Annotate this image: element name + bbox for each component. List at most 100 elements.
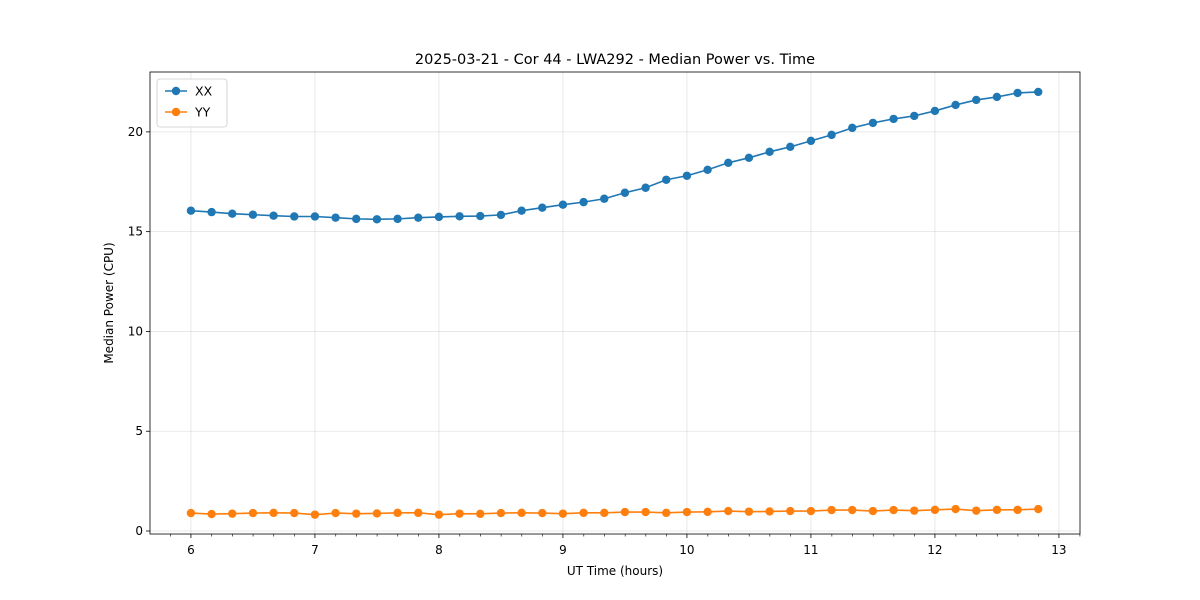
y-tick-label: 15: [128, 225, 143, 239]
data-point-yy: [372, 509, 382, 518]
data-point-xx: [290, 212, 299, 221]
legend-entry-xx: XX: [165, 84, 213, 99]
data-point-xx: [889, 114, 898, 124]
data-point-yy: [600, 508, 609, 518]
data-point-xx: [579, 197, 588, 207]
data-point-xx: [806, 136, 816, 146]
data-point-yy: [827, 505, 836, 515]
legend-marker: [171, 86, 181, 96]
data-point-xx: [352, 214, 361, 224]
data-point-xx: [600, 194, 609, 203]
data-point-xx: [269, 211, 278, 220]
data-point-xx: [992, 92, 1002, 102]
data-point-xx: [641, 183, 650, 192]
plot-area-frame: [149, 71, 1081, 535]
data-point-yy: [910, 506, 919, 515]
data-point-xx: [765, 147, 774, 157]
data-point-xx: [620, 188, 630, 197]
grid-lines: [150, 72, 1080, 534]
data-point-yy: [724, 506, 733, 516]
data-point-xx: [414, 213, 423, 222]
data-point-xx: [517, 206, 526, 215]
data-point-xx: [538, 203, 547, 212]
data-point-yy: [476, 509, 485, 519]
data-point-xx: [786, 142, 795, 152]
data-point-yy: [806, 506, 816, 516]
data-point-xx: [248, 210, 258, 219]
data-point-yy: [930, 505, 940, 515]
y-axis: 0 5 10 15 20: [128, 125, 150, 538]
x-tick-label: 6: [187, 543, 195, 557]
data-point-yy: [558, 509, 568, 518]
data-point-yy: [868, 506, 878, 516]
data-point-yy: [765, 507, 774, 516]
data-point-xx: [930, 106, 940, 116]
legend-label: YY: [194, 105, 211, 120]
data-point-yy: [579, 508, 588, 518]
data-point-yy: [269, 508, 278, 518]
x-tick-label: 13: [1051, 543, 1066, 557]
data-point-xx: [207, 207, 216, 217]
data-point-xx: [558, 200, 568, 209]
data-point-yy: [703, 507, 712, 517]
data-point-xx: [1034, 87, 1043, 97]
data-point-yy: [352, 509, 361, 518]
series-layer: [186, 87, 1043, 519]
data-point-yy: [972, 506, 981, 515]
data-point-xx: [662, 175, 671, 184]
data-point-xx: [1013, 88, 1022, 98]
legend-marker: [171, 107, 181, 117]
data-point-yy: [248, 508, 258, 518]
data-point-yy: [517, 508, 526, 518]
x-tick-label: 9: [559, 543, 567, 557]
data-point-xx: [848, 123, 857, 133]
data-point-xx: [910, 111, 919, 121]
x-axis-label: UT Time (hours): [567, 564, 663, 578]
data-point-yy: [434, 510, 444, 519]
data-point-yy: [538, 508, 547, 518]
data-point-xx: [186, 206, 196, 215]
data-point-yy: [848, 505, 857, 515]
data-point-xx: [372, 215, 382, 224]
data-point-yy: [682, 507, 692, 517]
chart-title: 2025-03-21 - Cor 44 - LWA292 - Median Po…: [415, 52, 815, 68]
data-point-yy: [207, 509, 216, 519]
data-point-yy: [310, 510, 320, 519]
data-point-yy: [496, 508, 506, 518]
x-tick-label: 11: [803, 543, 818, 557]
x-tick-label: 12: [927, 543, 942, 557]
legend-entry-yy: YY: [165, 105, 211, 120]
data-point-yy: [186, 508, 196, 518]
data-point-xx: [744, 153, 754, 163]
x-axis: 6 7 8 9 10 11 12 13: [170, 534, 1081, 557]
data-point-yy: [662, 508, 671, 518]
data-point-yy: [889, 505, 898, 515]
data-point-yy: [744, 507, 754, 516]
y-tick-label: 10: [128, 324, 143, 338]
x-tick-label: 10: [679, 543, 694, 557]
data-point-yy: [992, 505, 1002, 515]
data-point-xx: [393, 214, 402, 224]
data-point-xx: [228, 209, 237, 218]
legend-label: XX: [195, 84, 213, 99]
y-axis-label: Median Power (CPU): [102, 242, 116, 363]
data-point-xx: [703, 165, 712, 174]
data-point-xx: [682, 171, 692, 180]
series-xx: [186, 87, 1043, 224]
series-yy: [186, 504, 1043, 519]
y-tick-label: 20: [128, 125, 143, 139]
x-tick-label: 8: [435, 543, 443, 557]
data-point-yy: [331, 508, 340, 518]
data-point-yy: [290, 508, 299, 518]
data-point-yy: [1034, 504, 1043, 514]
data-point-xx: [476, 211, 485, 221]
data-point-yy: [620, 507, 630, 517]
data-point-yy: [228, 509, 237, 518]
data-point-xx: [496, 210, 506, 220]
data-point-xx: [827, 130, 836, 140]
data-point-yy: [393, 508, 402, 518]
data-point-xx: [310, 212, 320, 221]
data-point-yy: [455, 509, 464, 518]
data-point-xx: [724, 158, 733, 168]
data-point-xx: [455, 212, 464, 221]
